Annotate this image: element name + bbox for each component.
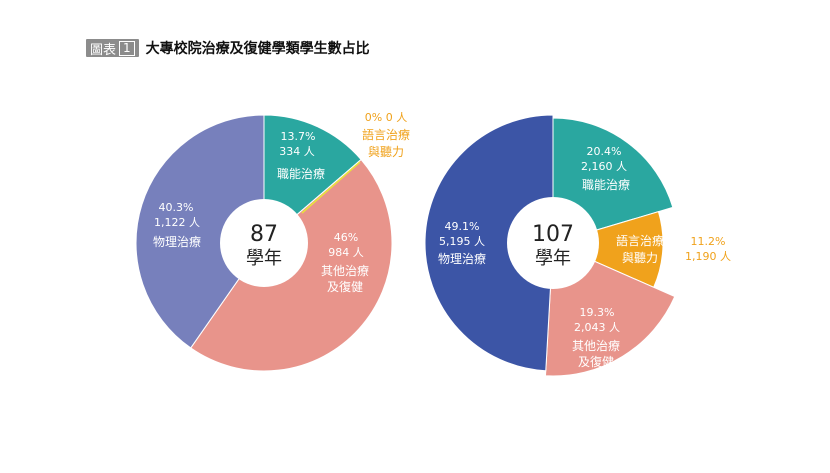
leader-line-0-1 — [301, 161, 361, 214]
slice-label-0-1-line1: 語言治療 — [362, 127, 410, 142]
center-label-unit-0: 學年 — [246, 248, 282, 269]
data-label-percent-1-1: 11.2% — [691, 235, 726, 248]
slice-1-3 — [424, 114, 554, 372]
data-label-percent-1-3: 49.1% — [445, 220, 480, 233]
slice-label-0-1-line2: 與聽力 — [368, 145, 404, 159]
slice-label-0-2-line2: 及復健 — [327, 279, 363, 294]
slice-label-0-3: 物理治療 — [153, 235, 201, 249]
center-label-year-1: 107 — [532, 222, 574, 247]
slice-label-1-0: 職能治療 — [582, 178, 630, 192]
slice-label-1-2-line1: 其他治療 — [572, 339, 620, 353]
data-label-count-1-2: 2,043 人 — [574, 321, 620, 334]
figure-title: 大專校院治療及復健學類學生數占比 — [145, 41, 370, 57]
data-label-percent-1-2: 19.3% — [580, 306, 615, 319]
slice-0-3 — [135, 114, 265, 349]
figure-badge-number: 1 — [119, 40, 135, 56]
data-label-percent-1-0: 20.4% — [587, 145, 622, 158]
donut-hole-0 — [220, 199, 308, 287]
data-label-count-1-1: 1,190 人 — [685, 250, 731, 263]
slice-label-0-2-line1: 其他治療 — [321, 264, 369, 278]
data-label-percent-0-0: 13.7% — [281, 130, 316, 143]
center-label-unit-1: 學年 — [535, 248, 571, 269]
data-label-percent-0-3: 40.3% — [159, 201, 194, 214]
slice-label-1-3: 物理治療 — [438, 252, 486, 266]
slice-label-1-1-line2: 與聽力 — [622, 251, 658, 265]
data-label-percent-0-2: 46% — [334, 231, 358, 244]
data-label-count-0-2: 984 人 — [328, 246, 364, 259]
slice-label-1-1-line1: 語言治療 — [616, 233, 664, 248]
data-label-count-1-3: 5,195 人 — [439, 235, 485, 248]
slice-label-1-2-line2: 及復健 — [578, 354, 614, 369]
figure-badge-text: 圖表 — [90, 42, 117, 58]
donut-hole-1 — [507, 197, 599, 289]
figure-badge: 圖表 1 — [86, 39, 139, 58]
slice-label-0-0: 職能治療 — [277, 167, 325, 181]
data-label-count-0-0: 334 人 — [279, 145, 315, 158]
figure-header: 圖表 1 大專校院治療及復健學類學生數占比 — [86, 38, 370, 58]
data-label-count-1-0: 2,160 人 — [581, 160, 627, 173]
data-label-0-1: 0% 0 人 — [365, 111, 407, 124]
center-label-year-0: 87 — [250, 222, 278, 247]
data-label-count-0-3: 1,122 人 — [154, 216, 200, 229]
